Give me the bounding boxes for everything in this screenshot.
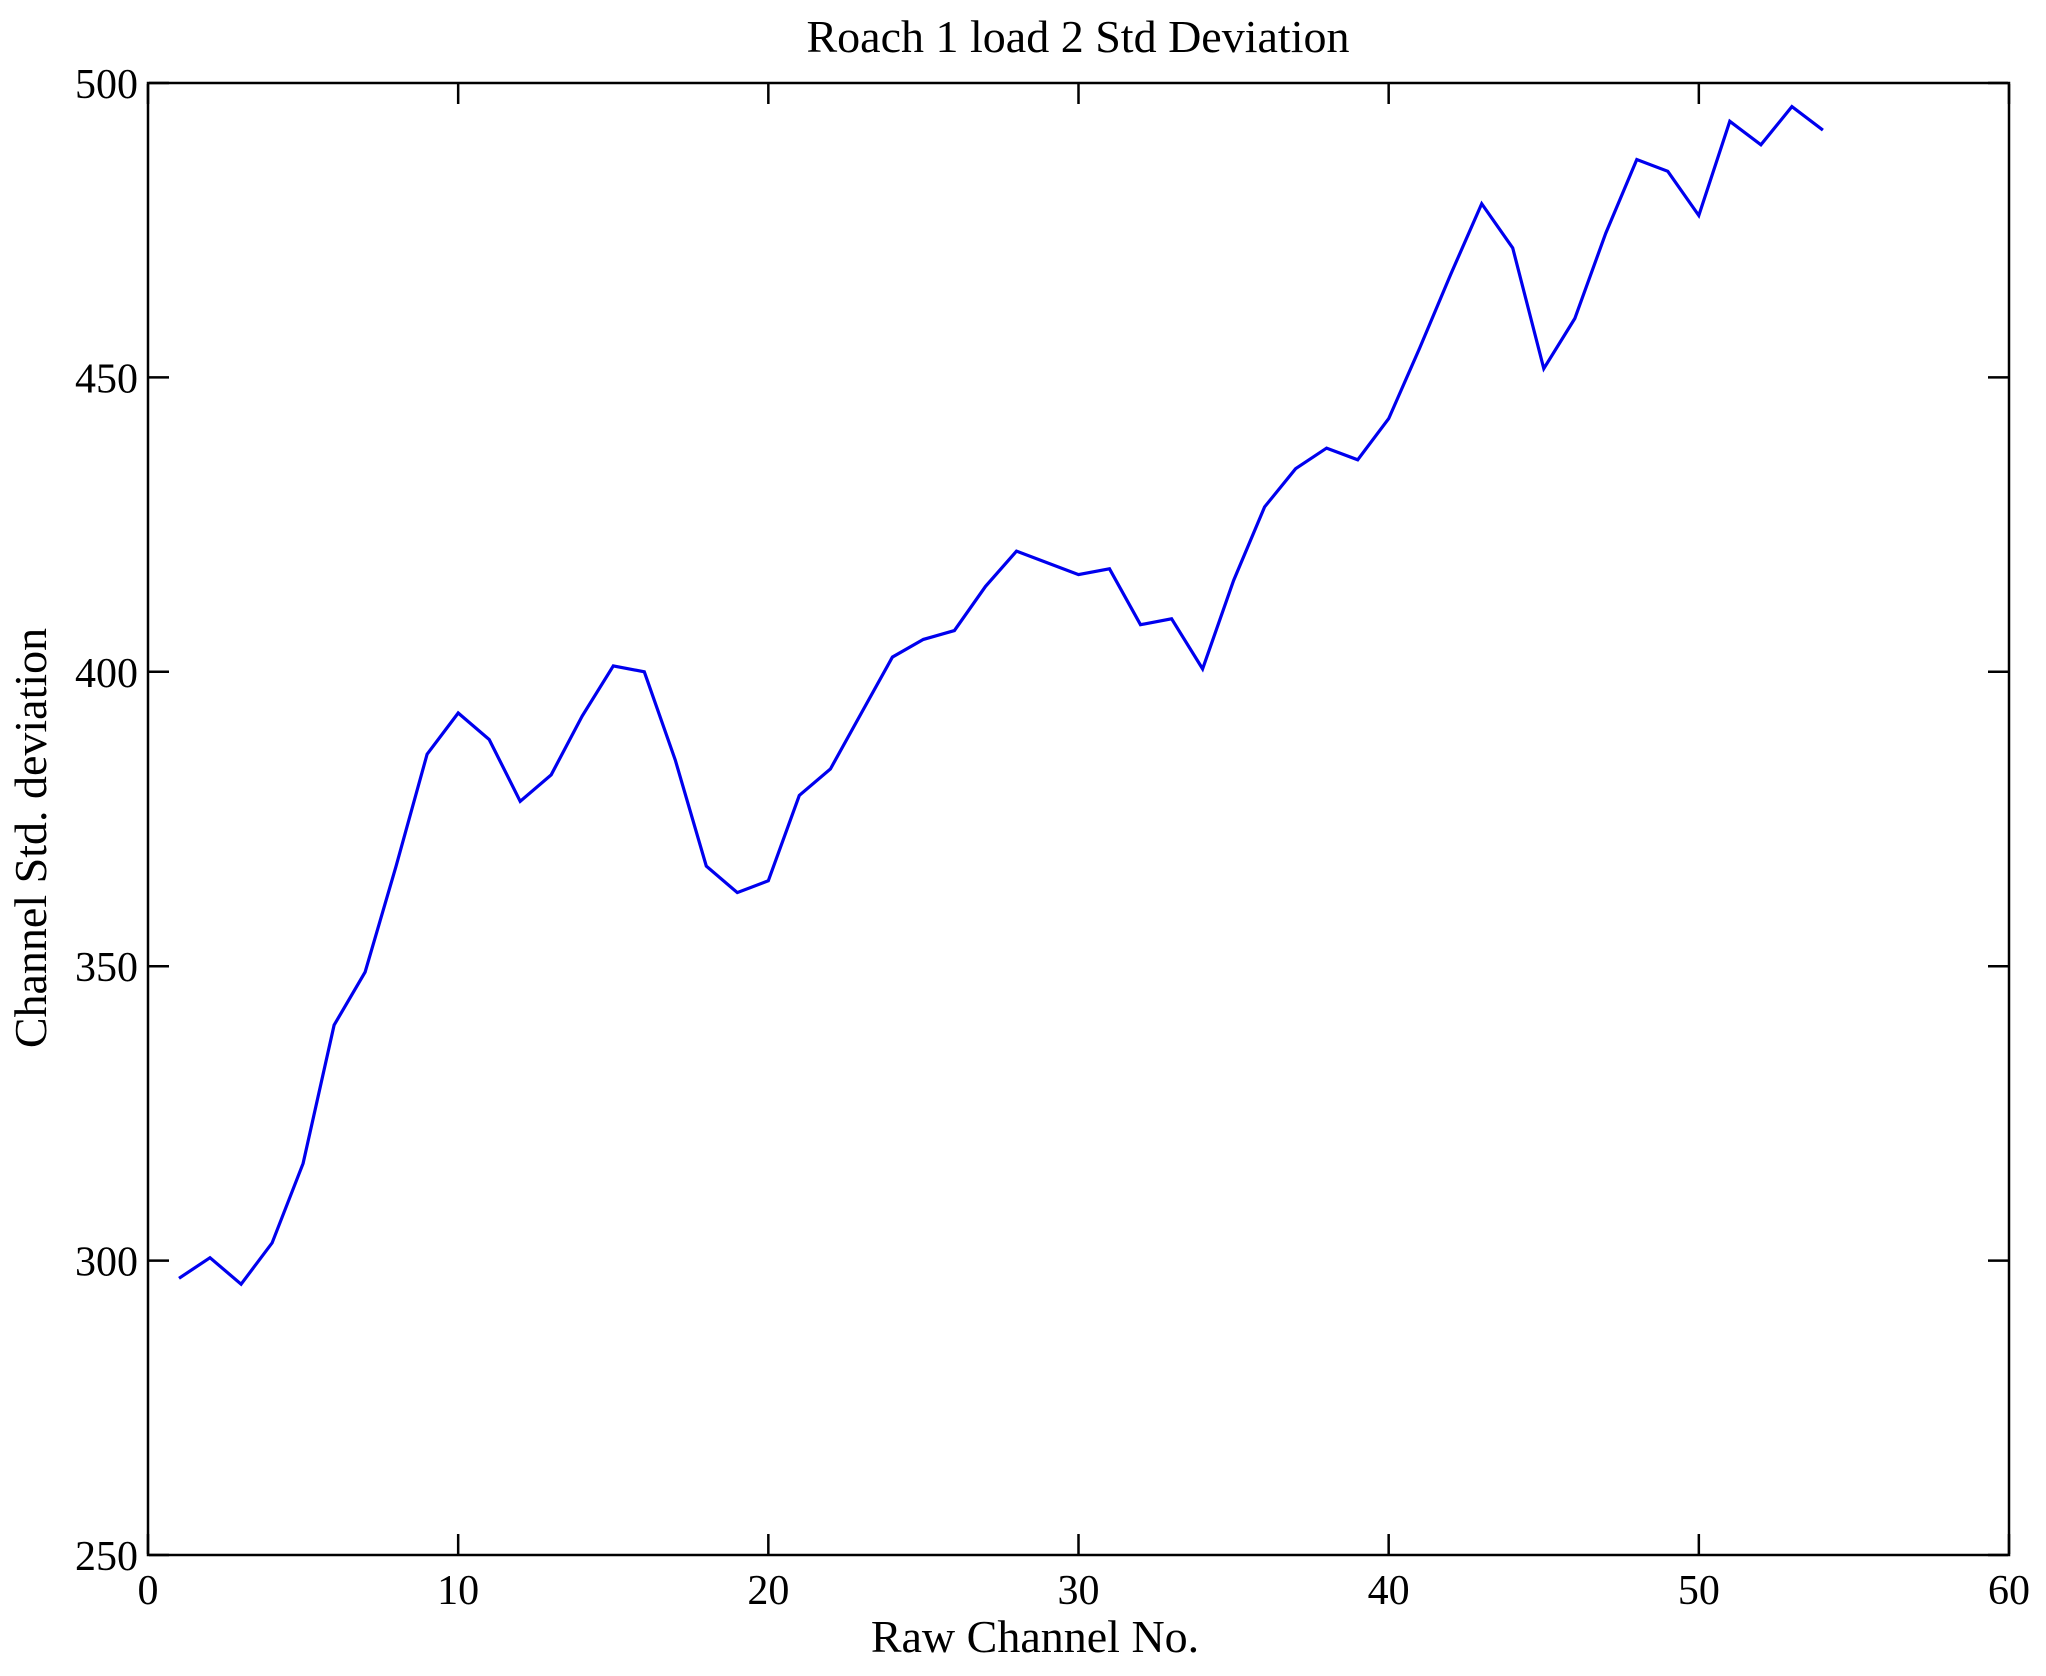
axis-ticks [146,81,2011,1557]
y-tick-label: 400 [75,651,138,697]
y-tick-label: 500 [75,62,138,108]
data-line [178,104,1824,1287]
chart-title: Roach 1 load 2 Std Deviation [807,11,1350,62]
x-axis-title: Raw Channel No. [871,1611,1199,1662]
x-tick-label: 60 [1988,1568,2030,1614]
x-tick-label: 50 [1678,1568,1720,1614]
plot-area [146,81,2011,1557]
y-tick-label: 250 [75,1534,138,1580]
x-tick-label: 20 [747,1568,789,1614]
y-axis-tick-labels: 250 300 350 400 450 500 [75,62,138,1580]
x-axis-tick-labels: 0 10 20 30 40 50 60 [138,1568,2031,1614]
x-tick-label: 10 [437,1568,479,1614]
y-axis-title: Channel Std. deviation [5,628,56,1048]
y-tick-label: 300 [75,1240,138,1286]
x-tick-label: 0 [138,1568,159,1614]
x-tick-label: 30 [1058,1568,1100,1614]
y-tick-label: 450 [75,356,138,402]
y-tick-label: 350 [75,945,138,991]
x-tick-label: 40 [1368,1568,1410,1614]
